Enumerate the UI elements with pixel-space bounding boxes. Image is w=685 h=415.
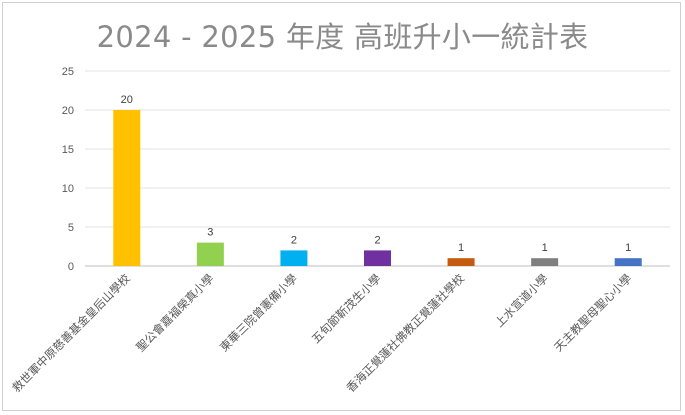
x-tick-label: 五旬節靳茂生小學 <box>309 271 384 346</box>
gridlines <box>85 70 670 267</box>
bar <box>113 110 141 266</box>
y-tick-label: 15 <box>62 144 74 156</box>
data-label: 1 <box>625 242 631 254</box>
bar <box>614 258 642 266</box>
x-tick-label: 東華三院曾憲備小學 <box>217 271 300 354</box>
bar <box>280 250 308 266</box>
y-tick-label: 25 <box>62 66 74 78</box>
data-label: 2 <box>291 234 297 246</box>
bar <box>196 242 224 266</box>
bar <box>364 250 391 266</box>
data-label: 3 <box>207 227 213 239</box>
y-tick-label: 0 <box>68 261 74 273</box>
bar <box>447 258 475 266</box>
x-tick-label: 天主教聖母聖心小學 <box>551 271 634 354</box>
bars <box>113 110 642 266</box>
y-tick-label: 20 <box>62 105 74 117</box>
x-tick-label: 上水宣道小學 <box>492 271 551 330</box>
bar <box>531 258 559 266</box>
data-label: 1 <box>458 242 464 254</box>
x-tick-label: 救世軍中原慈善基金皇后山學校 <box>9 271 133 395</box>
data-label: 20 <box>121 94 133 106</box>
data-label: 2 <box>374 234 380 246</box>
data-labels: 20 3 2 2 1 1 1 <box>121 94 632 254</box>
x-axis-ticks: 救世軍中原慈善基金皇后山學校 聖公會嘉福榮真小學 東華三院曾憲備小學 五旬節靳茂生小學… <box>9 271 634 395</box>
y-tick-label: 5 <box>68 222 74 234</box>
chart-title: 2024 - 2025 年度 高班升小一統計表 <box>96 20 589 54</box>
x-tick-label: 聖公會嘉福榮真小學 <box>133 271 216 354</box>
data-label: 1 <box>542 242 548 254</box>
y-tick-label: 10 <box>62 183 74 195</box>
y-axis-ticks: 0 5 10 15 20 25 <box>62 66 74 273</box>
